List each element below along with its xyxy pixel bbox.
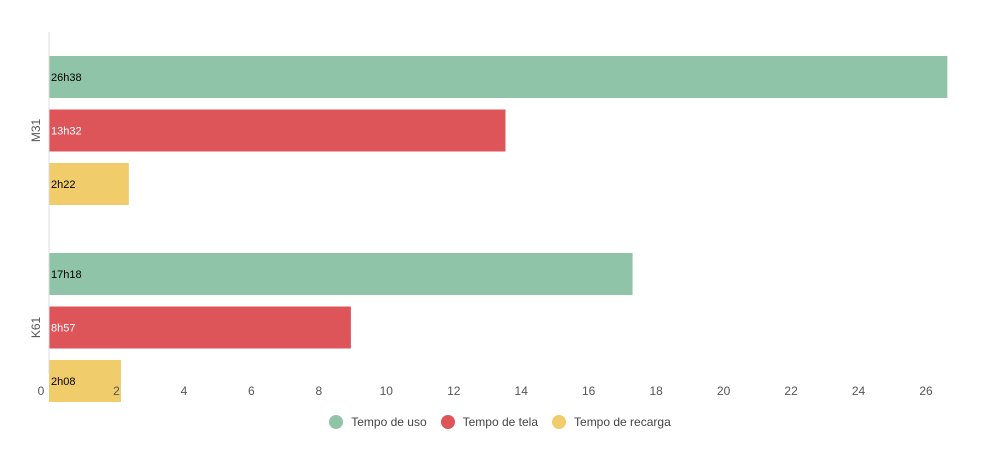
x-tick-label: 10 (380, 384, 394, 398)
x-tick-label: 22 (784, 384, 798, 398)
legend-item: Tempo de uso (329, 415, 427, 429)
bar-m31-0 (49, 56, 948, 98)
x-tick-label: 24 (852, 384, 866, 398)
legend: Tempo de uso Tempo de tela Tempo de recarg… (0, 415, 1000, 429)
data-label: 26h38 (51, 72, 82, 84)
bar-k61-2 (49, 360, 121, 402)
legend-item: Tempo de tela (440, 415, 539, 429)
data-label: 2h08 (51, 376, 75, 388)
bar-k61-1 (49, 306, 351, 349)
category-label: M31 (29, 119, 43, 143)
bar-m31-2 (49, 163, 129, 205)
data-label: 17h18 (51, 269, 82, 281)
legend-label: Tempo de recarga (574, 415, 671, 429)
bar-m31-1 (49, 109, 506, 152)
data-label: 13h32 (51, 126, 82, 138)
bar-k61-0 (49, 253, 633, 295)
legend-label: Tempo de tela (462, 415, 539, 429)
x-tick-label: 14 (515, 384, 529, 398)
legend-item: Tempo de recarga (552, 415, 671, 429)
legend-label: Tempo de uso (351, 415, 427, 429)
x-tick-label: 4 (181, 384, 188, 398)
x-tick-label: 18 (649, 384, 663, 398)
x-tick-label: 0 (38, 384, 45, 398)
x-axis-ticks: 0 2 4 6 8 10 12 14 16 18 20 22 24 26 (38, 384, 933, 398)
x-tick-label: 12 (447, 384, 461, 398)
x-tick-label: 26 (919, 384, 933, 398)
category-label: K61 (29, 317, 43, 339)
x-tick-label: 6 (248, 384, 255, 398)
data-labels: 26h38 13h32 2h22 17h18 8h57 2h08 (51, 72, 82, 388)
category-labels: M31 K61 (29, 119, 43, 339)
x-tick-label: 8 (316, 384, 323, 398)
x-tick-label: 2 (113, 384, 120, 398)
legend-swatch (440, 415, 455, 429)
x-tick-label: 20 (717, 384, 731, 398)
x-tick-label: 16 (582, 384, 596, 398)
legend-swatch (552, 415, 567, 429)
bars (49, 56, 948, 402)
data-label: 2h22 (51, 179, 75, 191)
data-label: 8h57 (51, 323, 75, 335)
legend-swatch (329, 415, 344, 429)
